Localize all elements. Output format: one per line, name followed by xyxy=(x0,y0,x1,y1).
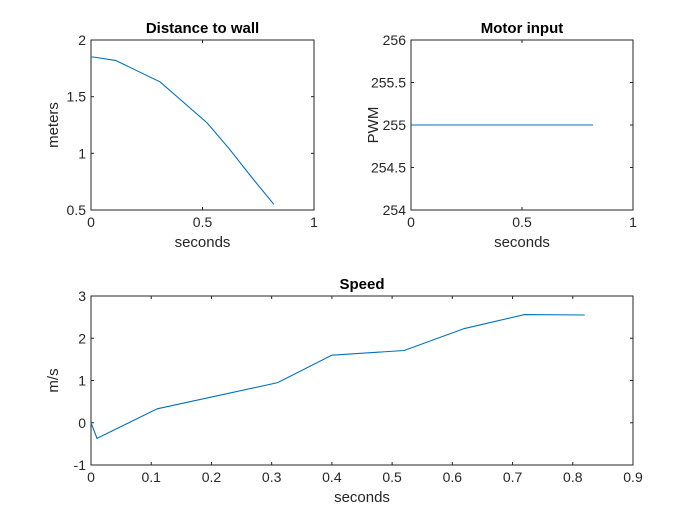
speed-y-tick-label: 0 xyxy=(78,415,86,431)
distance-axes-box xyxy=(90,39,315,211)
distance-y-tick-label: 1.5 xyxy=(67,89,87,105)
speed-x-tick-label: 0.3 xyxy=(262,469,282,485)
distance-x-tick-label: 0.5 xyxy=(193,214,213,230)
speed-x-tick-label: 0 xyxy=(87,469,95,485)
speed-x-tick-label: 0.4 xyxy=(322,469,342,485)
motor-y-tick-label: 254.5 xyxy=(371,160,406,176)
speed-y-axis-label: m/s xyxy=(45,368,62,392)
motor-input-panel: 0 0.5 1 254 254.5 255 255.5 256 Motor input secon… xyxy=(365,20,637,251)
speed-x-tick-label: 0.2 xyxy=(202,469,222,485)
speed-x-axis-label: seconds xyxy=(334,489,390,506)
motor-title: Motor input xyxy=(481,20,563,37)
speed-y-tick-label: -1 xyxy=(74,457,87,473)
speed-x-tick-label: 0.5 xyxy=(382,469,402,485)
speed-y-tick-label: 1 xyxy=(78,373,86,389)
distance-x-tick-label: 0 xyxy=(87,214,95,230)
speed-x-tick-label: 0.6 xyxy=(443,469,463,485)
motor-x-tick-label: 0.5 xyxy=(512,214,532,230)
speed-y-tick-label: 2 xyxy=(78,330,86,346)
speed-x-tick-label: 0.1 xyxy=(141,469,161,485)
distance-x-tick-label: 1 xyxy=(310,214,318,230)
motor-x-axis-label: seconds xyxy=(494,234,550,251)
motor-y-tick-label: 255 xyxy=(383,117,407,133)
distance-title: Distance to wall xyxy=(146,20,259,37)
distance-y-axis-label: meters xyxy=(45,102,62,148)
motor-y-axis-label: PWM xyxy=(365,107,382,144)
distance-x-axis-label: seconds xyxy=(175,234,231,251)
motor-x-tick-label: 1 xyxy=(629,214,637,230)
speed-axes-box xyxy=(90,295,634,466)
motor-y-tick-label: 255.5 xyxy=(371,75,406,91)
motor-y-tick-label: 256 xyxy=(383,32,407,48)
speed-x-tick-label: 0.7 xyxy=(503,469,523,485)
distance-series-line xyxy=(91,56,275,205)
distance-y-tick-label: 0.5 xyxy=(67,202,87,218)
speed-x-tick-label: 0.8 xyxy=(563,469,583,485)
distance-y-tick-label: 2 xyxy=(78,32,86,48)
speed-y-tick-label: 3 xyxy=(78,288,86,304)
speed-title: Speed xyxy=(339,276,384,293)
speed-x-tick-label: 0.9 xyxy=(623,469,643,485)
speed-series-line xyxy=(90,314,585,440)
motor-y-tick-label: 254 xyxy=(383,202,407,218)
motor-x-tick-label: 0 xyxy=(407,214,415,230)
distance-y-tick-label: 1 xyxy=(78,145,86,161)
speed-panel: 0 0.1 0.2 0.3 0.4 0.5 0.6 0.7 0.8 0.9-10123Speeds… xyxy=(45,276,643,506)
